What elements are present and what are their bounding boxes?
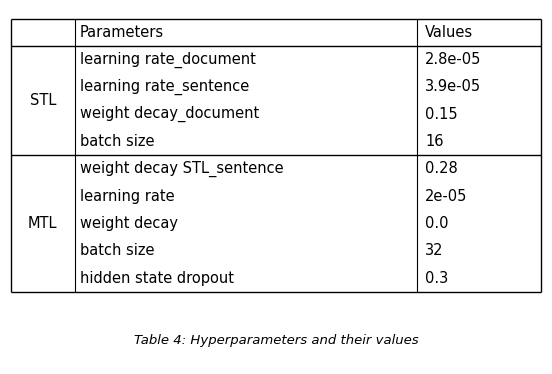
Text: weight decay: weight decay	[80, 216, 178, 231]
Text: MTL: MTL	[28, 216, 57, 231]
Text: hidden state dropout: hidden state dropout	[80, 270, 234, 286]
Text: Values: Values	[425, 25, 473, 40]
Text: 0.28: 0.28	[425, 161, 458, 177]
Text: Parameters: Parameters	[80, 25, 164, 40]
Text: learning rate: learning rate	[80, 188, 174, 204]
Text: 16: 16	[425, 134, 444, 149]
Text: 32: 32	[425, 243, 444, 258]
Text: 0.3: 0.3	[425, 270, 448, 286]
Text: learning rate_document: learning rate_document	[80, 52, 256, 68]
Text: weight decay STL_sentence: weight decay STL_sentence	[80, 161, 284, 177]
Text: weight decay_document: weight decay_document	[80, 106, 259, 122]
Text: 0.0: 0.0	[425, 216, 449, 231]
Text: batch size: batch size	[80, 134, 155, 149]
Text: 2e-05: 2e-05	[425, 188, 468, 204]
Text: 0.15: 0.15	[425, 107, 458, 122]
Text: 3.9e-05: 3.9e-05	[425, 79, 481, 95]
Text: learning rate_sentence: learning rate_sentence	[80, 79, 250, 95]
Text: 2.8e-05: 2.8e-05	[425, 52, 481, 67]
Text: Table 4: Hyperparameters and their values: Table 4: Hyperparameters and their value…	[134, 334, 418, 347]
Text: STL: STL	[30, 93, 56, 108]
Text: batch size: batch size	[80, 243, 155, 258]
